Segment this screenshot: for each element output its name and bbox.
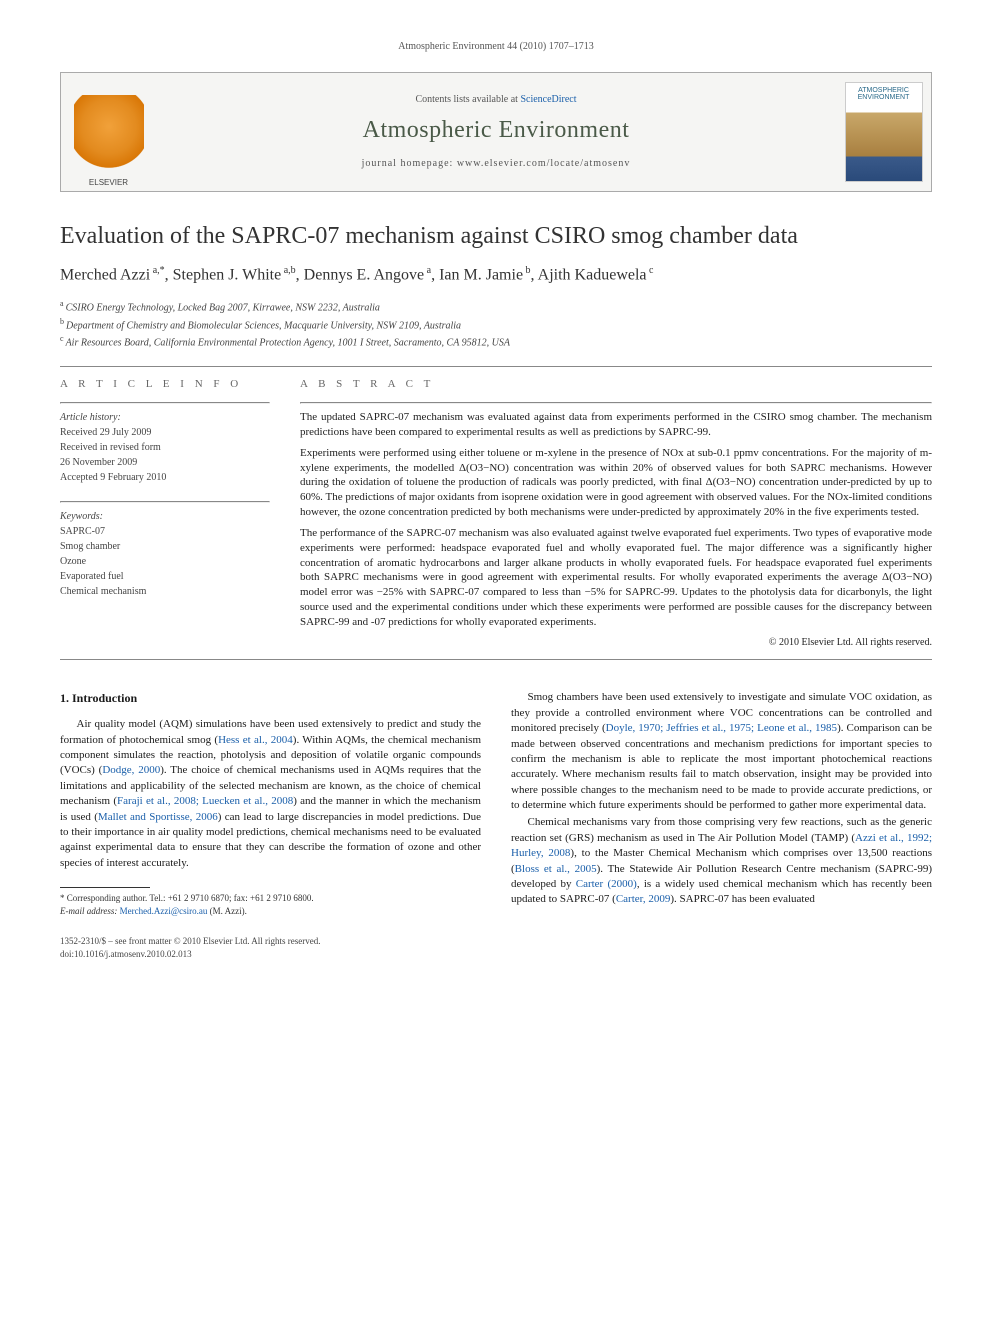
section-heading-intro: 1. Introduction [60, 690, 481, 707]
intro-p1: Air quality model (AQM) simulations have… [60, 717, 481, 871]
contents-available-line: Contents lists available at ScienceDirec… [415, 93, 576, 107]
affiliation-c: cAir Resources Board, California Environ… [60, 333, 932, 350]
footer-issn-line: 1352-2310/$ – see front matter © 2010 El… [60, 935, 932, 948]
masthead: Contents lists available at ScienceDirec… [60, 72, 932, 192]
history-line-4: Accepted 9 February 2010 [60, 470, 270, 485]
journal-homepage-line: journal homepage: www.elsevier.com/locat… [362, 157, 631, 171]
citation-carter-2000[interactable]: Carter (2000) [576, 878, 637, 890]
abstract-copyright: © 2010 Elsevier Ltd. All rights reserved… [300, 636, 932, 650]
history-label: Article history: [60, 410, 270, 425]
author-1: Merched Azzi [60, 267, 150, 284]
divider-top [60, 366, 932, 367]
masthead-center: Contents lists available at ScienceDirec… [156, 73, 836, 191]
email-label: E-mail address: [60, 906, 120, 916]
journal-name: Atmospheric Environment [363, 114, 630, 146]
info-rule-1 [60, 402, 270, 404]
keyword-3: Ozone [60, 554, 270, 569]
citation-carter-2009[interactable]: Carter, 2009 [616, 893, 671, 905]
abstract-p3: The performance of the SAPRC-07 mechanis… [300, 526, 932, 630]
publisher-logo [61, 73, 156, 191]
intro-p3: Chemical mechanisms vary from those comp… [511, 815, 932, 907]
history-line-2: Received in revised form [60, 440, 270, 455]
journal-cover-thumb-box: ATMOSPHERIC ENVIRONMENT [836, 73, 931, 191]
citation-faraji-luecken[interactable]: Faraji et al., 2008; Luecken et al., 200… [117, 795, 293, 807]
citation-hess-2004[interactable]: Hess et al., 2004 [218, 734, 293, 746]
footer-doi-line: doi:10.1016/j.atmosenv.2010.02.013 [60, 948, 932, 961]
article-info-column: A R T I C L E I N F O Article history: R… [60, 377, 270, 649]
abstract-rule [300, 402, 932, 404]
keyword-4: Evaporated fuel [60, 569, 270, 584]
running-head: Atmospheric Environment 44 (2010) 1707–1… [60, 40, 932, 54]
page-root: Atmospheric Environment 44 (2010) 1707–1… [0, 0, 992, 990]
author-4: , Ian M. Jamie [431, 267, 523, 284]
journal-cover-thumb: ATMOSPHERIC ENVIRONMENT [845, 82, 923, 182]
citation-mallet-sportisse[interactable]: Mallet and Sportisse, 2006 [98, 811, 218, 823]
author-5-aff: c [647, 265, 654, 276]
aff-text-a: CSIRO Energy Technology, Locked Bag 2007… [66, 303, 380, 314]
author-4-aff: b [523, 265, 531, 276]
corr-email-link[interactable]: Merched.Azzi@csiro.au [120, 906, 208, 916]
author-1-aff: a,* [150, 265, 164, 276]
article-history-block: Article history: Received 29 July 2009 R… [60, 410, 270, 485]
article-info-head: A R T I C L E I N F O [60, 377, 270, 392]
abstract-p1: The updated SAPRC-07 mechanism was evalu… [300, 410, 932, 440]
footnote-divider [60, 887, 150, 888]
info-abstract-row: A R T I C L E I N F O Article history: R… [60, 377, 932, 649]
abstract-head: A B S T R A C T [300, 377, 932, 392]
corr-email-line: E-mail address: Merched.Azzi@csiro.au (M… [60, 905, 481, 918]
intro-p2: Smog chambers have been used extensively… [511, 690, 932, 813]
author-5: , Ajith Kaduewela [531, 267, 647, 284]
history-line-3: 26 November 2009 [60, 455, 270, 470]
keyword-1: SAPRC-07 [60, 524, 270, 539]
affiliation-list: aCSIRO Energy Technology, Locked Bag 200… [60, 298, 932, 350]
history-line-1: Received 29 July 2009 [60, 425, 270, 440]
info-rule-2 [60, 501, 270, 503]
divider-bottom [60, 659, 932, 660]
affiliation-b: bDepartment of Chemistry and Biomolecula… [60, 316, 932, 333]
body-two-column: 1. Introduction Air quality model (AQM) … [60, 690, 932, 917]
author-2-aff: a,b [281, 265, 295, 276]
keyword-2: Smog chamber [60, 539, 270, 554]
citation-bloss-2005[interactable]: Bloss et al., 2005 [515, 863, 597, 875]
corresponding-author-footnote: * Corresponding author. Tel.: +61 2 9710… [60, 892, 481, 917]
keyword-5: Chemical mechanism [60, 584, 270, 599]
author-3: , Dennys E. Angove [296, 267, 424, 284]
citation-dodge-2000[interactable]: Dodge, 2000 [102, 764, 160, 776]
affiliation-a: aCSIRO Energy Technology, Locked Bag 200… [60, 298, 932, 315]
corr-author-line: * Corresponding author. Tel.: +61 2 9710… [60, 892, 481, 905]
keywords-block: Keywords: SAPRC-07 Smog chamber Ozone Ev… [60, 509, 270, 599]
citation-doyle-jeffries-leone[interactable]: Doyle, 1970; Jeffries et al., 1975; Leon… [606, 722, 837, 734]
author-list: Merched Azzi a,*, Stephen J. White a,b, … [60, 264, 932, 286]
page-footer: 1352-2310/$ – see front matter © 2010 El… [60, 935, 932, 960]
sciencedirect-link[interactable]: ScienceDirect [520, 94, 576, 105]
aff-text-b: Department of Chemistry and Biomolecular… [66, 320, 461, 331]
aff-text-c: Air Resources Board, California Environm… [66, 337, 510, 348]
elsevier-tree-icon [74, 95, 144, 185]
keywords-label: Keywords: [60, 509, 270, 524]
email-suffix: (M. Azzi). [207, 906, 247, 916]
p2-text-2: ). Comparison can be made between observ… [511, 722, 932, 811]
author-2: , Stephen J. White [165, 267, 282, 284]
cover-caption: ATMOSPHERIC ENVIRONMENT [848, 87, 920, 101]
p3-text-5: ). SAPRC-07 has been evaluated [670, 893, 815, 905]
abstract-p2: Experiments were performed using either … [300, 446, 932, 520]
abstract-column: A B S T R A C T The updated SAPRC-07 mec… [300, 377, 932, 649]
article-title: Evaluation of the SAPRC-07 mechanism aga… [60, 222, 932, 251]
contents-prefix: Contents lists available at [415, 94, 520, 105]
